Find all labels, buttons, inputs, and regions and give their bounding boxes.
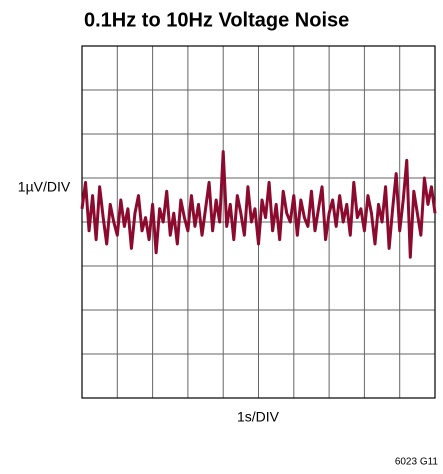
figure-id: 6023 G11	[395, 457, 439, 468]
y-axis-label: 1µV/DIV	[18, 179, 71, 195]
x-axis-label: 1s/DIV	[237, 409, 280, 425]
plot-frame	[81, 45, 436, 399]
noise-trace	[80, 150, 437, 259]
chart-title: 0.1Hz to 10Hz Voltage Noise	[84, 9, 349, 31]
